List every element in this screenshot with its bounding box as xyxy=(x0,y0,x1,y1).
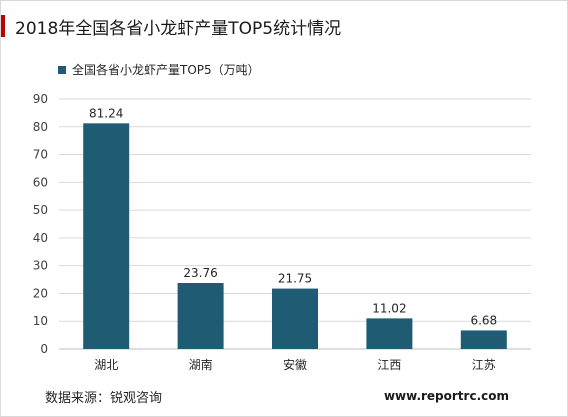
bar xyxy=(366,318,413,349)
x-tick-label: 湖北 xyxy=(94,357,118,372)
x-tick-label: 安徽 xyxy=(283,357,307,372)
chart-title: 2018年全国各省小龙虾产量TOP5统计情况 xyxy=(15,19,342,39)
data-label: 6.68 xyxy=(470,313,497,327)
y-tick-label: 30 xyxy=(33,259,48,273)
y-tick-label: 60 xyxy=(33,175,48,189)
y-tick-label: 40 xyxy=(33,231,48,245)
bar xyxy=(460,330,507,349)
data-label: 23.76 xyxy=(183,266,217,280)
x-tick-label: 湖南 xyxy=(189,357,213,372)
y-tick-label: 50 xyxy=(33,203,48,217)
website-label: www.reportrc.com xyxy=(383,389,509,403)
y-tick-label: 20 xyxy=(33,286,48,300)
bar xyxy=(83,123,130,349)
y-tick-label: 80 xyxy=(33,120,48,134)
data-label: 81.24 xyxy=(89,106,123,120)
source-note: 数据来源：锐观咨询 xyxy=(45,391,163,406)
bar xyxy=(272,288,318,349)
title-accent-bar xyxy=(1,15,5,37)
x-tick-label: 江西 xyxy=(377,358,401,372)
x-tick-label: 江苏 xyxy=(472,358,496,372)
legend: 全国各省小龙虾产量TOP5（万吨） xyxy=(58,61,260,78)
bar xyxy=(177,283,224,349)
data-label: 21.75 xyxy=(278,272,312,286)
y-tick-label: 0 xyxy=(40,342,48,356)
data-label: 11.02 xyxy=(372,301,406,315)
y-tick-label: 70 xyxy=(33,148,48,162)
legend-swatch xyxy=(58,65,66,74)
legend-label: 全国各省小龙虾产量TOP5（万吨） xyxy=(72,63,260,77)
y-tick-label: 90 xyxy=(33,92,48,106)
y-tick-label: 10 xyxy=(33,314,48,328)
